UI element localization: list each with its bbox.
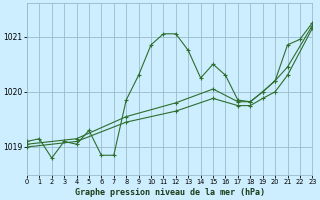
X-axis label: Graphe pression niveau de la mer (hPa): Graphe pression niveau de la mer (hPa) bbox=[75, 188, 265, 197]
